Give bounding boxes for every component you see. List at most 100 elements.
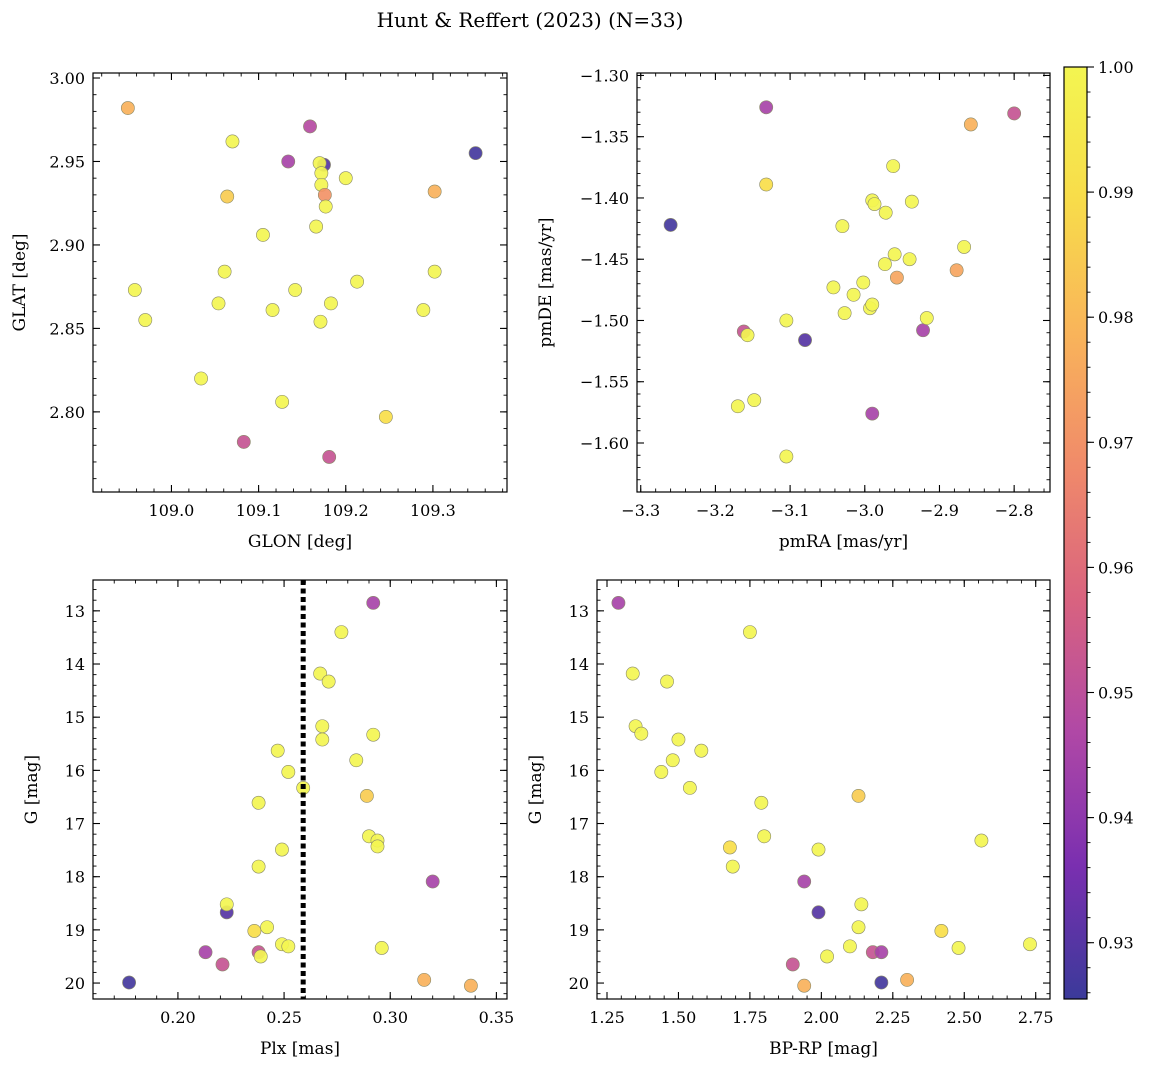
data-point [867,197,882,211]
data-point [904,194,919,209]
data-point [889,270,904,285]
data-points [120,101,483,464]
data-point [797,978,812,993]
colorbar-tick-label: 0.95 [1098,684,1134,703]
data-point [315,732,330,747]
x-tick-label: −3.0 [845,501,884,520]
data-point [919,311,934,325]
x-tick-label: −2.9 [920,501,959,520]
data-point [251,859,266,874]
x-tick-label: 0.25 [266,1008,302,1027]
data-point [338,171,353,186]
y-tick-label: −1.40 [580,189,629,208]
data-point [288,283,303,297]
y-tick-label: 15 [569,708,589,727]
data-point [211,296,226,311]
data-point [837,306,852,321]
data-point [671,732,686,747]
data-point [215,957,230,972]
data-point [1023,937,1037,952]
data-point [127,283,142,297]
y-tick-label: 20 [569,974,589,993]
data-point [811,905,826,920]
data-point [865,297,880,312]
y-axis-label: G [mag] [526,755,546,824]
data-point [275,394,290,409]
plot-frame [92,579,508,1000]
data-point [611,595,626,610]
data-point [281,765,296,779]
panel-pm: −3.3 −3.2 −3.1 −3.0 −2.9 −2.8 −1.60 −1.55 −1.50 −… [536,66,1051,552]
y-tick-label: 14 [569,655,589,674]
data-point [963,117,978,132]
y-tick-label: 3.00 [49,69,85,88]
x-tick-label: 109.0 [149,501,195,520]
x-tick-label: 1.75 [732,1008,768,1027]
x-tick-label: 1.50 [661,1008,697,1027]
y-axis-label: pmDE [mas/yr] [536,217,556,347]
data-point [194,371,208,386]
data-point [694,743,709,758]
data-point [887,247,902,262]
data-point [256,228,270,242]
data-point [468,146,483,161]
x-tick-label: 109.2 [323,501,369,520]
data-point [916,323,930,338]
x-tick-label: 0.30 [372,1008,408,1027]
data-point [349,753,364,768]
data-point [682,781,697,795]
data-point [309,219,324,234]
data-point [878,257,892,272]
data-point [900,972,914,987]
colorbar-tick-label: 0.97 [1098,433,1134,452]
data-point [779,313,794,328]
x-tick-label: 2.75 [1018,1008,1054,1027]
data-point [220,189,235,204]
x-axis-label: Plx [mas] [260,1039,340,1059]
x-tick-label: −3.3 [621,501,660,520]
data-point [634,726,649,741]
data-point [957,240,972,254]
x-tick-label: −2.8 [995,501,1034,520]
panel-cmd: 1.25 1.50 1.75 2.00 2.25 2.50 2.75 13 14 15 16 17 18… [526,579,1054,1059]
y-tick-label: 2.85 [49,319,85,338]
data-point [253,949,268,964]
data-point [366,727,381,742]
y-tick-label: 13 [569,602,589,621]
data-point [314,166,329,181]
data-point [654,765,669,779]
data-point [315,719,330,734]
data-point [417,972,432,987]
data-point [754,795,769,810]
data-point [120,101,135,115]
data-point [798,333,812,347]
x-tick-label: 0.35 [479,1008,515,1027]
data-point [826,280,841,295]
x-tick-label: 0.20 [160,1008,196,1027]
y-tick-label: 18 [569,868,589,887]
y-tick-label: 2.95 [49,152,85,171]
y-tick-label: 19 [65,921,85,940]
data-point [747,393,762,408]
data-point [951,941,966,955]
data-point [281,154,296,169]
data-point [370,839,385,854]
y-tick-label: −1.50 [580,311,629,330]
y-tick-label: −1.35 [580,128,629,147]
y-tick-label: 17 [569,815,589,834]
data-point [366,595,381,610]
x-axis-label: GLON [deg] [248,532,352,552]
y-axis-label: GLAT [deg] [10,233,30,331]
data-point [374,941,389,955]
x-tick-label: 109.3 [410,501,456,520]
data-point [427,184,442,199]
data-point [265,303,280,317]
data-points [663,100,1022,464]
data-point [759,177,774,192]
colorbar-gradient [1063,66,1088,1000]
data-point [270,743,285,758]
data-point [934,924,949,938]
data-point [416,303,431,317]
data-point [198,945,213,960]
data-point [322,450,337,464]
